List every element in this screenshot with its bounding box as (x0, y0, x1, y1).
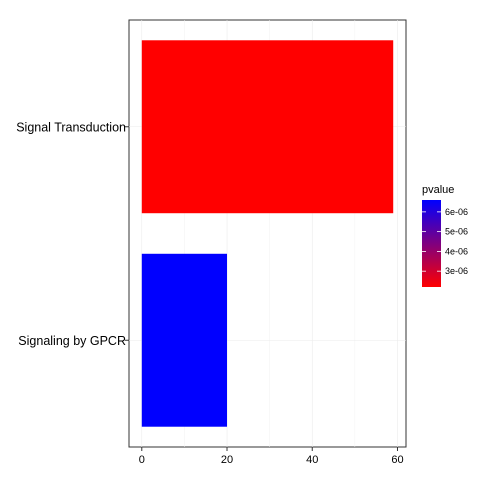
axes: Signal Transduction Signaling by GPCR 0 20 4… (16, 120, 403, 466)
legend-title: pvalue (422, 184, 454, 196)
x-tick-label: 40 (306, 454, 318, 466)
bar-1 (141, 40, 394, 214)
legend: pvalue 3e-06 4e-06 5e-06 6e-06 (422, 184, 468, 287)
legend-tick-label: 4e-06 (445, 246, 468, 256)
bars (141, 40, 394, 427)
y-tick-label: Signal Transduction (16, 120, 126, 134)
x-tick-label: 20 (221, 454, 233, 466)
legend-tick-label: 6e-06 (445, 207, 468, 217)
y-tick-label: Signaling by GPCR (18, 334, 126, 348)
x-tick-label: 60 (391, 454, 403, 466)
legend-tick-label: 5e-06 (445, 227, 468, 237)
legend-colorbar (422, 200, 441, 287)
bar-2 (141, 253, 228, 427)
legend-tick-label: 3e-06 (445, 266, 468, 276)
x-tick-label: 0 (139, 454, 145, 466)
